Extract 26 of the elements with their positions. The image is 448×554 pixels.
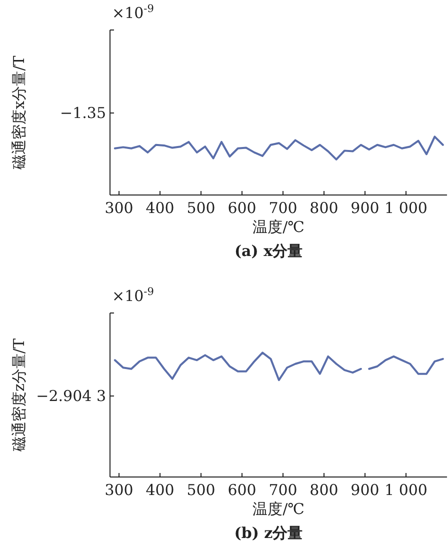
x-tick-label: 500 bbox=[186, 199, 216, 217]
x-tick-label: 700 bbox=[268, 199, 298, 217]
x-tick-label: 300 bbox=[104, 199, 134, 217]
text: (a) x分量 bbox=[234, 242, 303, 260]
y-axis-title: 磁通密度z分量/T bbox=[10, 338, 28, 452]
x-tick-label: 500 bbox=[186, 481, 216, 499]
x-tick-label: 900 bbox=[350, 199, 380, 217]
x-axis-title: 温度/℃ bbox=[252, 500, 304, 518]
x-tick-label: 600 bbox=[228, 481, 256, 499]
x-tick-label: 300 bbox=[104, 481, 134, 499]
text: ×10$^{-9}$ bbox=[112, 3, 154, 22]
x-tick-label: 800 bbox=[310, 199, 338, 217]
x-tick-label: 700 bbox=[268, 481, 298, 499]
x-tick-label: 800 bbox=[310, 481, 338, 499]
x-tick-label: 1 000 bbox=[384, 199, 428, 217]
x-tick-label: 900 bbox=[350, 481, 380, 499]
x-tick-label: 1 000 bbox=[384, 481, 428, 499]
x-tick-label: 600 bbox=[228, 199, 256, 217]
text: −2.904 3 bbox=[36, 387, 106, 405]
text: −1.35 bbox=[60, 104, 106, 122]
text: (b) z分量 bbox=[234, 524, 303, 542]
x-axis-title: 温度/℃ bbox=[252, 218, 304, 236]
x-tick-label: 400 bbox=[146, 481, 174, 499]
text: ×10$^{-9}$ bbox=[112, 286, 154, 305]
y-axis-title: 磁通密度x分量/T bbox=[10, 56, 28, 170]
x-tick-label: 400 bbox=[146, 199, 174, 217]
